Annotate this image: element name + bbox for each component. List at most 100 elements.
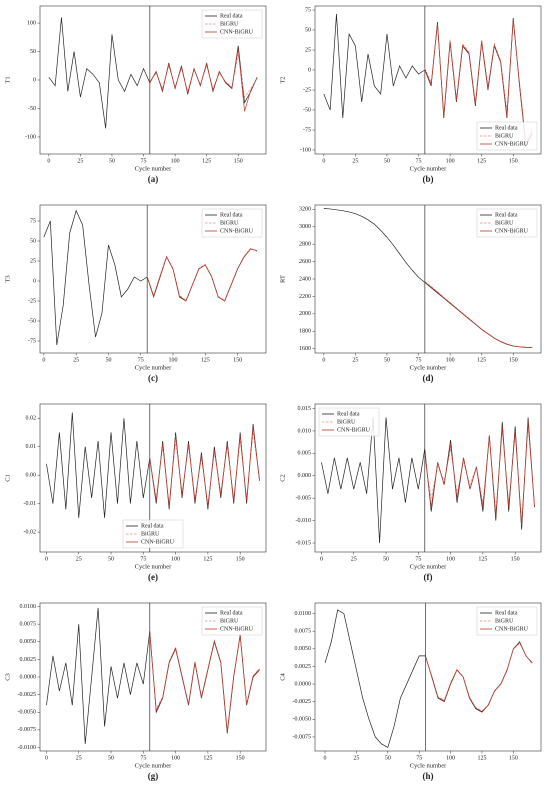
- caption: (b): [423, 174, 434, 184]
- legend-label: CNN-BiGRU: [337, 427, 371, 433]
- legend-label: BiGRU: [220, 21, 239, 27]
- y-tick-label: 1800: [299, 329, 311, 335]
- chart-panel: 0 25 50 75 100 125 150 -0.0075 -0.0050 -0.0025 0.0…: [279, 602, 542, 781]
- x-tick-label: 100: [171, 158, 180, 164]
- y-tick-label: 0.0050: [295, 646, 312, 652]
- y-axis-label: RT: [279, 275, 286, 283]
- legend-label: Real data: [220, 610, 243, 616]
- plot-frame: [314, 403, 542, 553]
- y-tick-label: -0.010: [296, 518, 312, 524]
- x-tick-label: 125: [477, 755, 486, 761]
- x-tick-label: 75: [140, 556, 146, 562]
- x-tick-label: 150: [509, 158, 518, 164]
- y-tick-label: 75: [30, 218, 36, 224]
- caption: (c): [148, 373, 158, 383]
- x-tick-label: 125: [203, 755, 212, 761]
- legend-label: CNN-BiGRU: [141, 539, 175, 545]
- y-tick-label: -50: [28, 318, 36, 324]
- y-tick-label: 0.0025: [20, 657, 37, 663]
- series-line: [424, 281, 533, 348]
- series-line: [424, 281, 533, 348]
- y-tick-label: 0.00: [26, 473, 37, 479]
- y-tick-label: -0.0025: [18, 692, 37, 698]
- series-line: [146, 248, 258, 302]
- y-tick-label: -0.005: [296, 496, 312, 502]
- plot-frame: [39, 204, 267, 354]
- x-tick-label: 150: [511, 556, 520, 562]
- legend-label: Real data: [495, 125, 518, 131]
- y-tick-label: 50: [30, 49, 36, 55]
- x-tick-label: 100: [171, 755, 180, 761]
- y-tick-label: 2800: [299, 242, 311, 248]
- x-tick-label: 150: [234, 158, 243, 164]
- x-tick-label: 75: [138, 357, 144, 363]
- y-tick-label: -75: [303, 127, 311, 133]
- y-tick-label: -0.0075: [293, 734, 312, 740]
- y-tick-label: 2200: [299, 294, 311, 300]
- x-tick-label: 25: [351, 556, 357, 562]
- x-tick-label: 50: [384, 158, 390, 164]
- plot-frame: [314, 602, 542, 752]
- x-tick-label: 25: [353, 755, 359, 761]
- series-line: [146, 247, 258, 301]
- plot-frame: [39, 403, 267, 553]
- x-tick-label: 150: [236, 755, 245, 761]
- y-tick-label: -0.0050: [18, 710, 37, 716]
- y-tick-label: 0.0100: [295, 611, 312, 617]
- x-tick-label: 0: [322, 158, 325, 164]
- y-axis-label: C4: [279, 672, 286, 680]
- legend-label: CNN-BiGRU: [220, 228, 254, 234]
- x-tick-label: 25: [76, 556, 82, 562]
- x-tick-label: 50: [109, 158, 115, 164]
- legend-box: [476, 121, 538, 151]
- x-tick-label: 100: [446, 357, 455, 363]
- chart-panel: 0 25 50 75 100 125 150-100-75-50-250255075Cycl…: [279, 5, 542, 184]
- x-tick-label: 125: [477, 357, 486, 363]
- x-tick-label: 125: [478, 556, 487, 562]
- legend-label: Real data: [337, 411, 360, 417]
- x-tick-label: 100: [169, 357, 178, 363]
- series-line: [424, 19, 533, 146]
- legend-box: [318, 407, 380, 437]
- series-line: [424, 421, 535, 526]
- legend-label: Real data: [495, 610, 518, 616]
- caption: (d): [423, 373, 434, 383]
- series-line: [149, 48, 258, 112]
- x-tick-label: 0: [42, 357, 45, 363]
- series-line: [149, 426, 260, 507]
- legend-label: Real data: [495, 212, 518, 218]
- y-tick-label: 0.010: [298, 428, 312, 434]
- legend-box: [476, 208, 538, 238]
- x-axis-label: Cycle number: [410, 364, 447, 371]
- x-tick-label: 0: [47, 158, 50, 164]
- y-tick-label: 0.005: [298, 451, 312, 457]
- x-tick-label: 75: [416, 755, 422, 761]
- legend-label: CNN-BiGRU: [220, 29, 254, 35]
- caption: (f): [424, 572, 433, 582]
- y-tick-label: -0.0050: [293, 717, 312, 723]
- legend-label: CNN-BiGRU: [495, 141, 529, 147]
- y-axis-label: T3: [4, 275, 11, 282]
- legend-label: CNN-BiGRU: [220, 626, 254, 632]
- x-tick-label: 75: [415, 556, 421, 562]
- y-tick-label: -0.015: [296, 540, 312, 546]
- y-tick-label: 0: [33, 278, 36, 284]
- y-tick-label: -50: [303, 107, 311, 113]
- y-axis-label: C1: [4, 474, 11, 482]
- x-tick-label: 150: [509, 755, 518, 761]
- y-tick-label: 2600: [299, 259, 311, 265]
- y-tick-label: -0.0025: [293, 699, 312, 705]
- x-tick-label: 75: [140, 755, 146, 761]
- y-tick-label: 25: [305, 47, 311, 53]
- legend-box: [201, 9, 263, 39]
- x-tick-label: 25: [76, 755, 82, 761]
- y-tick-label: -25: [303, 87, 311, 93]
- x-axis-label: Cycle number: [410, 165, 447, 172]
- x-tick-label: 75: [416, 357, 422, 363]
- chart-panel: 0 25 50 75 100 125 150 -0.0100 -0.0075 -0.0050 -0.…: [4, 602, 267, 781]
- caption: (e): [148, 572, 158, 582]
- x-tick-label: 125: [477, 158, 486, 164]
- y-axis-label: C3: [4, 673, 11, 681]
- y-tick-label: 0.0025: [295, 664, 312, 670]
- series-line: [149, 632, 260, 733]
